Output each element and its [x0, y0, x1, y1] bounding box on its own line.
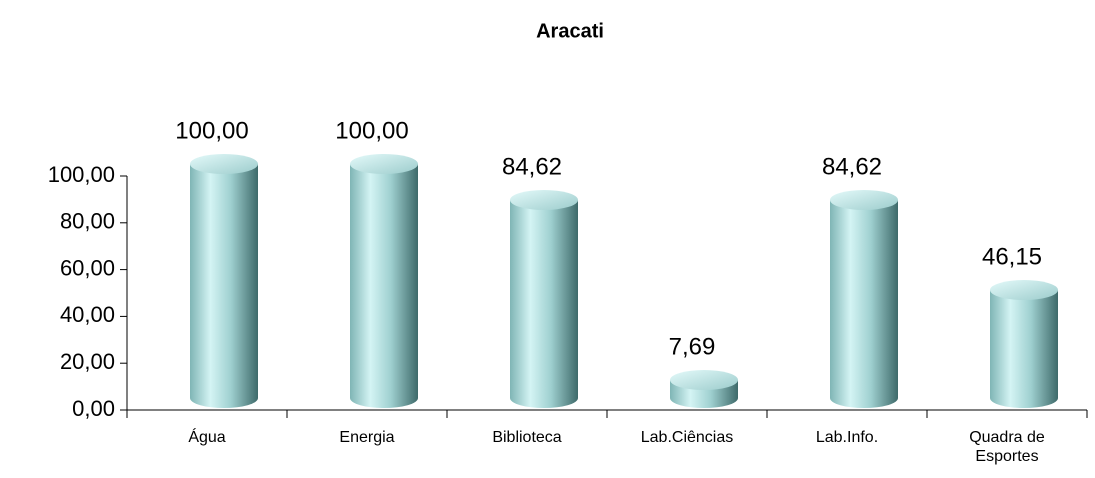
y-tick-label: 80,00 — [60, 209, 115, 234]
x-tick-label: Lab.Ciências — [640, 429, 734, 446]
bar — [190, 154, 258, 408]
y-tick-label: 0,00 — [72, 396, 115, 421]
x-tick-label: Biblioteca — [492, 429, 562, 446]
bar-top — [830, 189, 898, 210]
x-tick-label: Energia — [339, 429, 395, 446]
value-label: 100,00 — [335, 117, 408, 144]
value-label: 100,00 — [175, 117, 248, 144]
x-tick-label: Lab.Info. — [815, 429, 879, 446]
bar-top — [510, 189, 578, 210]
bar — [670, 370, 738, 408]
bar-body — [830, 199, 898, 398]
value-label: 84,62 — [822, 153, 882, 180]
y-tick-label: 40,00 — [60, 302, 115, 327]
bar-top — [350, 154, 418, 174]
y-tick-label: 20,00 — [60, 349, 115, 374]
y-tick-label: 100,00 — [48, 162, 115, 187]
chart-title: Aracati — [536, 20, 604, 42]
bar — [990, 280, 1058, 408]
x-tick-label-box: Lab.Info. — [815, 429, 879, 446]
x-tick-label-box: Lab.Ciências — [640, 429, 734, 446]
x-tick-label-box: Quadra de Esportes — [969, 429, 1045, 465]
bar-body — [190, 164, 258, 398]
value-label: 84,62 — [502, 153, 562, 180]
bar — [830, 189, 898, 408]
bar — [510, 189, 578, 408]
x-tick-label: Quadra de Esportes — [969, 429, 1045, 465]
x-tick-label-box: Água — [188, 429, 226, 446]
value-label: 46,15 — [982, 243, 1042, 270]
y-tick-label: 60,00 — [60, 255, 115, 280]
x-tick-label-box: Biblioteca — [492, 429, 562, 446]
value-label: 7,69 — [669, 333, 716, 360]
bar-top — [190, 154, 258, 174]
bar-body — [350, 164, 418, 398]
bar-top — [990, 280, 1058, 301]
bar-body — [510, 199, 578, 398]
x-tick-label-box: Energia — [339, 429, 395, 446]
bar-body — [990, 290, 1058, 398]
bar — [350, 154, 418, 408]
x-tick-label: Água — [188, 429, 226, 446]
bar-top — [670, 370, 738, 391]
